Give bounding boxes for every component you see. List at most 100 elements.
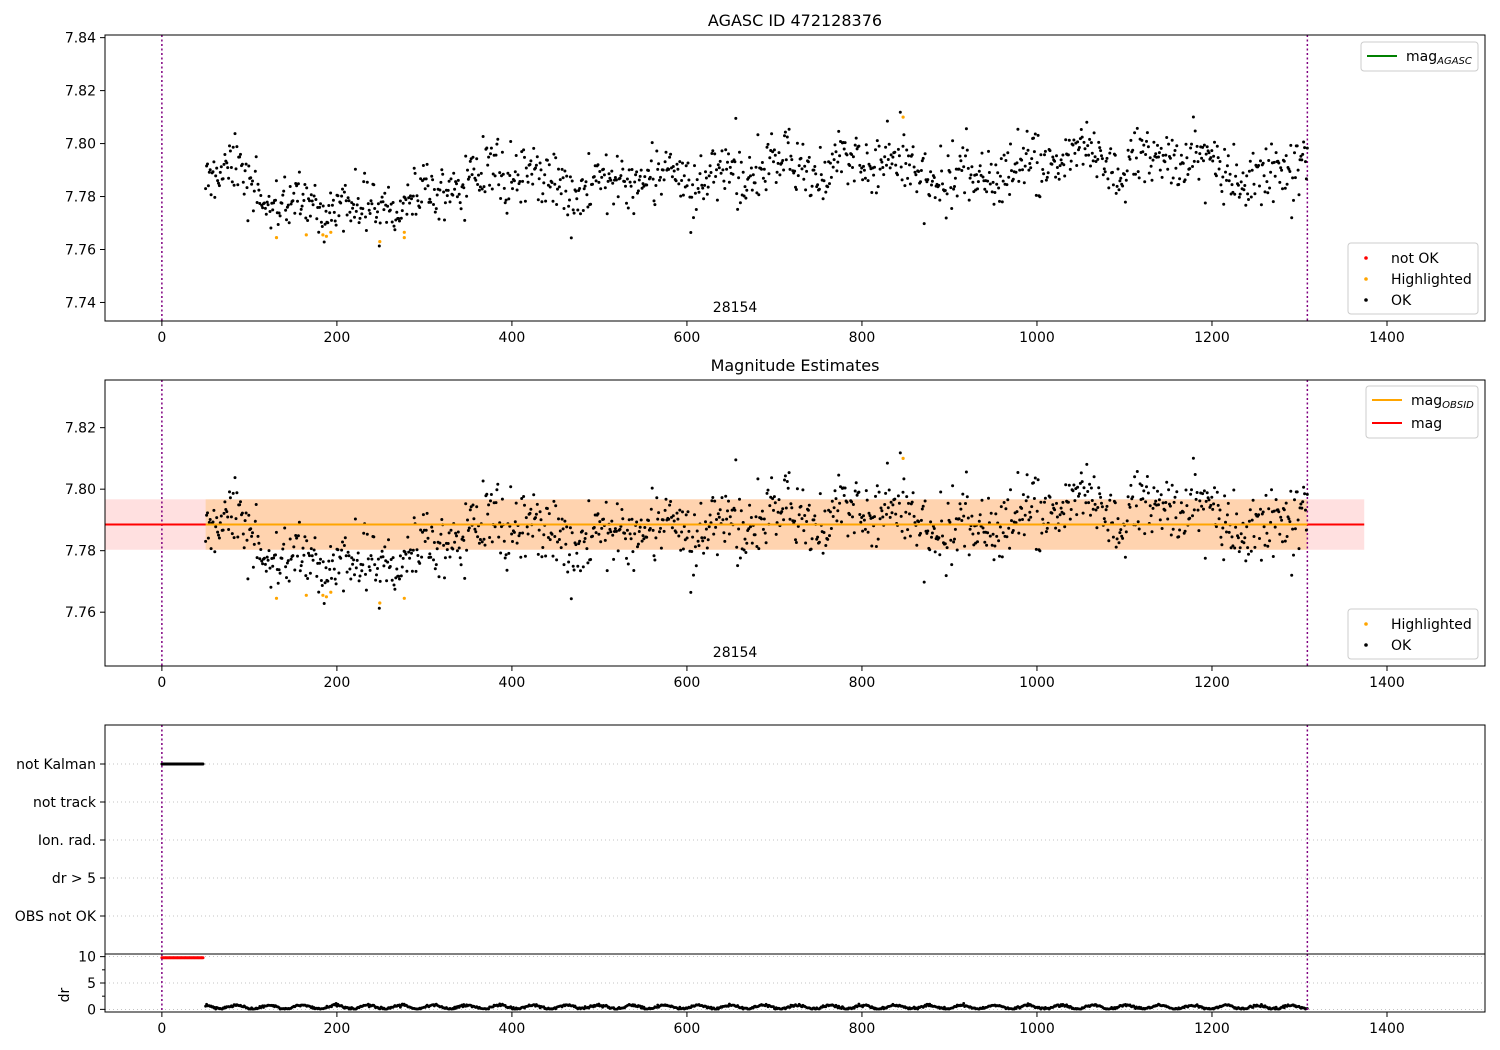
panel-0-ok-point-1075 [1191,115,1195,119]
panel-1-ok-point-81 [278,571,282,575]
panel-0-ok-point-807 [945,192,949,196]
panel-0-ok-point-688 [836,160,840,164]
panel-0-ok-point-1042 [1161,153,1165,157]
panel-1-ok-point-591 [747,527,751,531]
panel-0-ok-point-533 [693,191,697,195]
panel-1-ok-point-516 [678,508,682,512]
panel-0-ok-point-337 [513,170,517,174]
panel-0-marker-legend-swatch-2 [1364,298,1368,302]
panel-1-ok-point-19 [221,528,225,532]
panel-0-ok-point-347 [523,155,526,159]
panel-0-ok-point-90 [286,203,290,207]
panel-1-ok-point-741 [885,512,888,516]
panel-1-ok-point-284 [465,548,469,552]
panel-1-ok-point-144 [336,548,340,552]
panel-1-ok-point-811 [949,538,953,542]
panel-0-ok-point-368 [542,181,546,185]
panel-1-ok-point-931 [1059,506,1063,510]
panel-1-ok-point-45 [245,538,249,542]
panel-1-ok-point-430 [599,540,603,544]
panel-1-ok-point-306 [485,492,489,496]
panel-1-ok-point-121 [315,574,319,578]
panel-1-highlighted-point-0 [274,596,279,600]
panel-1-ok-point-1 [205,513,209,517]
panel-1-ok-point-331 [508,524,512,528]
panel-1-ok-point-100 [296,554,299,558]
panel-0-ok-point-59 [258,202,262,205]
panel-1-ok-point-128 [321,560,325,564]
panel-1-ok-point-656 [806,508,810,512]
panel-1-ok-point-963 [1089,513,1092,517]
panel-1-ok-point-109 [304,574,308,578]
panel-1-ok-point-1087 [1202,489,1206,493]
panel-0-marker-legend-label-2: OK [1391,293,1412,309]
panel-0-ok-point-1097 [1212,154,1216,158]
panel-0-ok-point-156 [347,199,351,203]
panel-0-ok-point-1194 [1301,152,1305,156]
panel-0-ok-point-62 [261,206,265,210]
panel-0-ok-point-276 [457,192,461,196]
panel-1-ok-point-392 [564,542,568,546]
panel-1-ok-point-721 [866,530,870,534]
panel-0-ok-point-957 [1083,147,1087,151]
panel-1-ok-point-6 [209,547,213,551]
panel-1-ok-point-564 [722,531,726,535]
panel-1-ok-point-498 [661,518,665,522]
panel-1-ok-point-237 [421,513,425,517]
panel-0-ok-point-558 [716,163,720,167]
panel-0-ok-point-263 [445,194,449,198]
panel-1-ok-point-1122 [1235,512,1239,516]
panel-1-ok-point-703 [850,500,854,504]
panel-1-ok-point-1094 [1209,503,1213,507]
panel-0-ok-point-73 [271,208,275,212]
panel-1-ok-point-669 [818,492,822,496]
panel-1-ok-point-389 [561,527,565,531]
panel-0-ok-point-250 [433,210,437,214]
panel-1-ok-point-233 [418,561,422,565]
panel-1-ok-point-995 [1118,531,1122,535]
panel-1-ok-point-689 [837,473,841,477]
panel-0-ok-point-1148 [1259,159,1262,163]
panel-0-ok-point-562 [720,149,724,153]
panel-1-ok-point-934 [1062,512,1066,516]
panel-0-ok-point-342 [518,180,522,183]
panel-1-ok-point-711 [857,490,861,494]
panel-0-ok-point-589 [745,188,749,192]
panel-0-ok-point-833 [969,173,973,177]
panel-1-ok-point-186 [375,573,378,577]
panel-0-ok-point-494 [658,178,661,182]
panel-0-ok-point-508 [670,175,674,179]
panel-0-ok-point-1193 [1300,158,1304,162]
panel-1-ok-point-769 [910,500,914,504]
panel-0-ok-point-896 [1027,168,1031,172]
panel-0-ok-point-392 [564,189,568,193]
panel-1-ok-point-924 [1053,508,1057,512]
panel-1-ok-point-171 [361,563,365,567]
panel-0-ok-point-696 [843,141,847,145]
panel-1-ok-point-914 [1043,496,1047,500]
panel-3-frame [104,953,1486,1013]
panel-0-ok-point-96 [292,191,296,195]
panel-1-ok-point-90 [286,559,290,563]
panel-1-ok-point-278 [459,563,463,567]
panel-1-ok-point-10 [213,550,217,554]
panel-0-ok-point-145 [337,214,341,218]
panel-0-ok-point-699 [846,182,850,186]
panel-1-ok-point-495 [659,526,662,530]
panel-0-ok-point-1159 [1269,170,1273,174]
panel-0-ok-point-811 [949,186,953,190]
panel-0-ok-point-405 [576,208,580,212]
panel-1-ok-point-520 [681,547,685,551]
panel-0-ok-point-745 [888,166,892,170]
panel-0-ok-point-469 [635,170,639,174]
panel-0-ok-point-625 [778,173,782,177]
panel-1-ok-point-534 [694,564,698,568]
panel-0-ok-point-954 [1080,135,1084,139]
panel-0-ok-point-1059 [1177,183,1181,186]
panel-0-ok-point-121 [315,217,319,221]
panel-1-ok-point-1170 [1279,515,1283,519]
panel-1-ok-point-152 [343,536,347,540]
panel-1-ok-point-976 [1100,505,1104,509]
panel-0-ok-point-753 [896,173,899,177]
panel-0-ok-point-801 [940,169,944,173]
